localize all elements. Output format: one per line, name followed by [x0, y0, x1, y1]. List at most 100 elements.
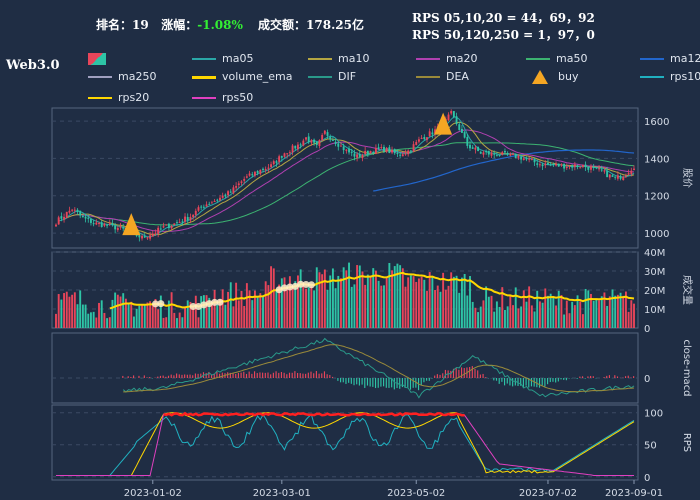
- volume-bar: [340, 278, 342, 328]
- volume-signal-dot: [151, 300, 159, 308]
- legend-item-rps20[interactable]: rps20: [88, 91, 149, 104]
- candle-body: [396, 152, 399, 154]
- candle-body: [232, 187, 235, 194]
- candle-body: [501, 152, 504, 155]
- volume-bar: [619, 292, 622, 328]
- legend-item-ma05[interactable]: ma05: [192, 52, 253, 65]
- legend-item-ma50[interactable]: ma50: [526, 52, 587, 65]
- volume-bar: [68, 296, 71, 328]
- volume-bar: [533, 311, 536, 328]
- volume-bar: [474, 307, 477, 328]
- legend-item-DEA[interactable]: DEA: [416, 70, 469, 83]
- macd-bar: [401, 378, 403, 388]
- macd-bar: [189, 374, 191, 378]
- volume-bar: [267, 285, 270, 328]
- volume-bar: [469, 276, 471, 328]
- candle-body: [216, 199, 219, 201]
- candle-body: [592, 167, 595, 169]
- volume-bar: [595, 298, 598, 328]
- volume-bar: [149, 301, 152, 328]
- macd-bar: [331, 376, 334, 378]
- candle-body: [409, 150, 412, 152]
- volume-bar: [323, 269, 326, 328]
- macd-bar: [455, 368, 457, 378]
- legend-item-ma120[interactable]: ma120: [640, 52, 700, 65]
- legend-item-buy[interactable]: buy: [526, 70, 578, 84]
- macd-bar: [552, 378, 554, 382]
- candle-body: [227, 191, 230, 196]
- candle-body: [237, 183, 240, 186]
- macd-bar: [439, 374, 441, 378]
- candle-body: [555, 163, 557, 166]
- legend-label: rps50: [222, 91, 254, 104]
- candle-body: [627, 173, 630, 175]
- volume-bar: [622, 295, 625, 328]
- macd-bar: [380, 378, 382, 387]
- volume-bar: [256, 297, 259, 328]
- legend-item-ma250[interactable]: ma250: [88, 70, 156, 83]
- volume-bar: [463, 273, 466, 328]
- volume-bar: [624, 291, 627, 328]
- macd-bar: [259, 372, 261, 378]
- macd-bar: [528, 378, 530, 388]
- volume-bar: [189, 301, 192, 328]
- macd-bar: [149, 376, 151, 378]
- legend-item-rps50[interactable]: rps50: [192, 91, 253, 104]
- candle-body: [568, 165, 571, 167]
- macd-bar: [173, 375, 175, 378]
- candle-body: [116, 227, 119, 231]
- macd-bar: [444, 369, 447, 378]
- volume-bar: [560, 295, 563, 328]
- candle-body: [251, 174, 254, 176]
- legend-label: ma120: [670, 52, 700, 65]
- legend-item-DIF[interactable]: DIF: [308, 70, 356, 83]
- volume-bar: [213, 289, 216, 328]
- volume-bar: [514, 287, 517, 328]
- volume-bar: [151, 304, 154, 328]
- macd-bar: [337, 378, 339, 381]
- volume-bar: [186, 300, 189, 328]
- macd-bar: [210, 374, 213, 378]
- legend-item-candle[interactable]: [88, 52, 112, 65]
- candle-body: [407, 150, 410, 155]
- volume-bar: [477, 312, 480, 328]
- candle-body: [587, 167, 590, 170]
- rps-tick-label: 0: [644, 473, 650, 484]
- macd-bar: [517, 378, 519, 386]
- volume-bar: [385, 276, 388, 328]
- legend-label: ma250: [118, 70, 157, 83]
- candle-body: [530, 158, 533, 160]
- volume-bar: [466, 295, 469, 328]
- macd-bar: [436, 374, 438, 378]
- candle-body: [224, 194, 227, 197]
- legend-item-volume_ema[interactable]: volume_ema: [192, 70, 292, 83]
- legend-label: volume_ema: [222, 70, 293, 83]
- candle-body: [434, 129, 437, 134]
- candle-body: [388, 147, 391, 154]
- volume-bar: [55, 313, 57, 328]
- candle-body: [506, 153, 509, 155]
- candle-body: [423, 137, 426, 140]
- candle-body: [372, 151, 375, 154]
- line-swatch-icon: [526, 58, 550, 60]
- legend-item-rps10[interactable]: rps10: [640, 70, 700, 83]
- candle-body: [162, 226, 165, 228]
- panel-frame: [51, 107, 639, 249]
- candle-body: [178, 221, 181, 223]
- macd-bar: [415, 378, 417, 388]
- volume-bar: [436, 285, 439, 328]
- volume-bar: [194, 295, 197, 328]
- x-tick-label: 2023-05-02: [387, 488, 445, 499]
- candle-body: [538, 164, 541, 166]
- legend-label: ma10: [338, 52, 370, 65]
- volume-bar: [321, 274, 324, 328]
- macd-bar: [256, 373, 258, 378]
- volume-bar: [404, 286, 407, 328]
- legend-item-ma20[interactable]: ma20: [416, 52, 477, 65]
- volume-bar: [270, 266, 273, 328]
- macd-bar: [463, 368, 465, 378]
- macd-bar: [194, 373, 196, 378]
- panel-frame: [51, 332, 639, 404]
- legend-item-ma10[interactable]: ma10: [308, 52, 369, 65]
- volume-bar: [208, 297, 211, 328]
